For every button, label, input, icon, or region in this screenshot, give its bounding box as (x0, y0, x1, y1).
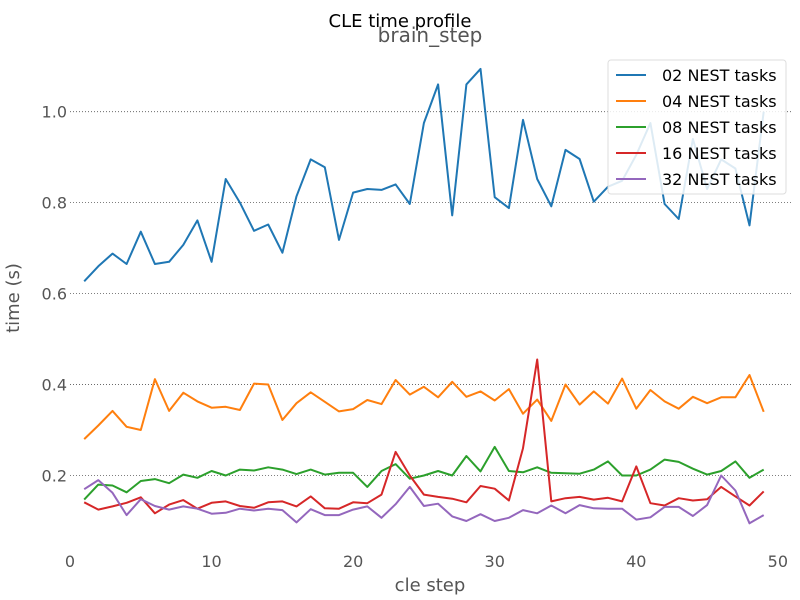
x-tick-label: 30 (485, 552, 505, 571)
x-axis-label: cle step (395, 575, 466, 596)
x-tick-label: 10 (201, 552, 221, 571)
legend-label: 04 NEST tasks (662, 92, 777, 111)
legend-box (607, 59, 787, 195)
x-tick-label: 0 (65, 552, 75, 571)
series-line-16-nest-tasks (83, 358, 765, 515)
y-axis-label: time (s) (3, 263, 24, 333)
chart-suptitle: CLE time profile (329, 11, 472, 32)
chart-title: brain_step (378, 23, 483, 47)
y-tick-label: 0.6 (42, 285, 67, 304)
legend-label: 08 NEST tasks (662, 118, 777, 137)
x-axis-ticks: 0 10 20 30 40 50 (65, 552, 788, 571)
legend: 02 NEST tasks 04 NEST tasks 08 NEST tasks 1… (607, 59, 787, 195)
x-tick-label: 50 (768, 552, 788, 571)
legend-label: 32 NEST tasks (662, 170, 777, 189)
legend-label: 16 NEST tasks (662, 144, 777, 163)
x-tick-label: 20 (343, 552, 363, 571)
y-tick-label: 0.8 (42, 194, 67, 213)
legend-label: 02 NEST tasks (662, 66, 777, 85)
series-line-08-nest-tasks (83, 445, 765, 501)
series-line-04-nest-tasks (83, 374, 765, 440)
y-axis-ticks: 0.2 0.4 0.6 0.8 1.0 (42, 103, 67, 486)
series-line-32-nest-tasks (83, 474, 765, 525)
y-tick-label: 0.2 (42, 467, 67, 486)
y-tick-label: 0.4 (42, 376, 67, 395)
x-tick-label: 40 (626, 552, 646, 571)
y-tick-label: 1.0 (42, 103, 67, 122)
